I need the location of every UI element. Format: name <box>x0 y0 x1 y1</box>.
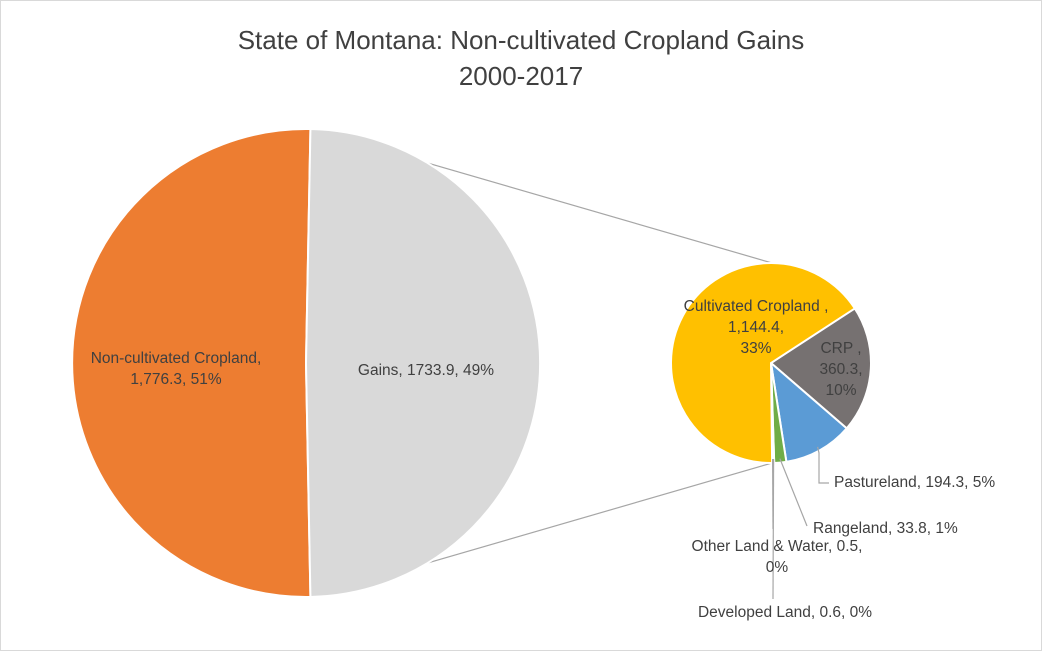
data-label-line: Gains, 1733.9, 49% <box>358 362 494 379</box>
data-label-pastureland: Pastureland, 194.3, 5% <box>834 474 995 491</box>
data-label-line: Developed Land, 0.6, 0% <box>698 604 872 621</box>
leader-line-rangeland <box>779 458 808 527</box>
leader-lines <box>772 446 829 600</box>
data-label-line: Other Land & Water, 0.5, <box>692 538 863 555</box>
data-labels: Non-cultivated Cropland, 1,776.3, 51% Gain… <box>91 298 996 621</box>
secondary-pie <box>670 261 872 465</box>
pie-slice-non-cultivated-cropland <box>71 128 312 598</box>
data-label-line: 360.3, <box>819 361 862 378</box>
pie-slice-pastureland <box>769 360 849 463</box>
data-label-crp: CRP , 360.3, 10% <box>819 340 862 399</box>
pie-slice-crp <box>769 305 872 430</box>
primary-pie <box>71 128 542 598</box>
chart-title-line-1: State of Montana: Non-cultivated Croplan… <box>238 25 805 55</box>
data-label-line: 33% <box>740 340 771 357</box>
leader-line-pastureland <box>817 446 829 484</box>
data-label-line: 1,776.3, 51% <box>130 371 222 388</box>
chart-title-line-2: 2000-2017 <box>459 61 583 91</box>
data-label-line: Pastureland, 194.3, 5% <box>834 474 995 491</box>
data-label-line: Non-cultivated Cropland, <box>91 350 262 367</box>
data-label-rangeland: Rangeland, 33.8, 1% <box>813 520 958 537</box>
data-label-cultivated-cropland: Cultivated Cropland , 1,144.4, 33% <box>684 298 829 357</box>
data-label-line: 0% <box>766 559 789 576</box>
data-label-other-land-and-water: Other Land & Water, 0.5, 0% <box>692 538 863 576</box>
pie-slice-gains <box>304 128 542 598</box>
data-label-line: Rangeland, 33.8, 1% <box>813 520 958 537</box>
data-label-developed-land: Developed Land, 0.6, 0% <box>698 604 872 621</box>
data-label-line: Cultivated Cropland , <box>684 298 829 315</box>
data-label-non-cultivated-cropland: Non-cultivated Cropland, 1,776.3, 51% <box>91 350 262 388</box>
leader-line-developed-land <box>772 458 775 600</box>
data-label-line: 1,144.4, <box>728 319 784 336</box>
data-label-line: 10% <box>825 382 856 399</box>
data-label-gains: Gains, 1733.9, 49% <box>358 362 494 379</box>
data-label-line: CRP , <box>820 340 861 357</box>
chart-title: State of Montana: Non-cultivated Croplan… <box>238 25 805 91</box>
pie-slice-cultivated-cropland <box>670 261 857 464</box>
